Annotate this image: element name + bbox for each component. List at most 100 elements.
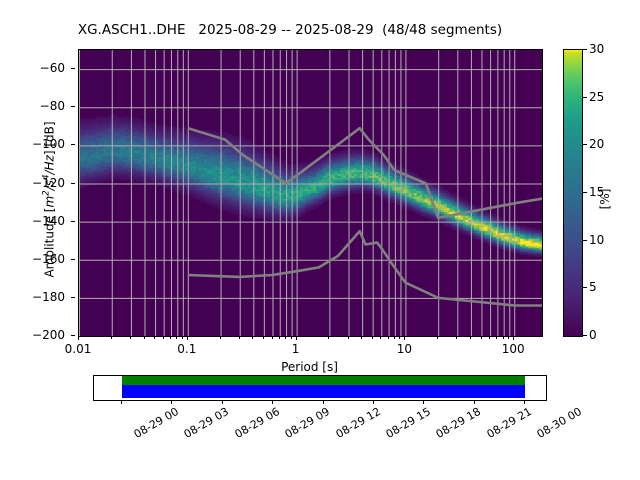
x-tick	[393, 336, 395, 339]
y-tick-label: −60	[39, 61, 65, 76]
y-tick-label: −180	[32, 289, 65, 304]
x-tick	[399, 336, 401, 339]
x-tick-label: 0.1	[177, 342, 197, 356]
coverage-timeline-area	[94, 376, 546, 400]
y-tick	[71, 106, 75, 108]
page-title: XG.ASCH1..DHE 2025-08-29 -- 2025-08-29 (…	[77, 22, 503, 38]
x-tick	[285, 336, 287, 339]
x-tick	[480, 336, 482, 339]
x-tick	[78, 336, 79, 340]
x-tick	[170, 336, 171, 339]
colorbar-tick	[583, 144, 587, 146]
colorbar-label: [%]	[598, 188, 612, 210]
x-tick	[252, 336, 254, 339]
colorbar-tick-label: 20	[589, 137, 605, 152]
y-tick	[71, 258, 75, 260]
timeline-tick	[121, 400, 122, 404]
x-tick	[489, 336, 491, 339]
timeline-tick-label: 08-29 00	[131, 405, 181, 441]
timeline-tick-label: 08-29 21	[484, 405, 534, 441]
coverage-timeline-axes[interactable]	[93, 375, 547, 401]
x-tick	[186, 336, 188, 340]
x-tick	[496, 336, 498, 339]
x-axis-label: Period [s]	[281, 360, 338, 374]
x-tick	[181, 336, 183, 339]
x-tick	[290, 336, 292, 339]
x-tick	[437, 336, 439, 339]
x-tick-label: 10	[396, 342, 413, 356]
x-tick	[129, 336, 131, 339]
x-tick-label: 100	[501, 342, 525, 356]
colorbar-tick-label: 5	[589, 280, 597, 295]
y-tick-label: −160	[32, 251, 65, 266]
ppsd-plot-area	[79, 50, 542, 336]
y-tick-label: −140	[32, 213, 65, 228]
y-tick-label: −80	[39, 99, 65, 114]
x-tick	[404, 336, 406, 340]
y-tick	[71, 144, 75, 146]
x-tick	[110, 336, 112, 339]
colorbar-tick-label: 10	[589, 232, 605, 247]
x-tick	[380, 336, 382, 339]
timeline-tick	[524, 400, 525, 404]
timeline-tick	[372, 400, 374, 404]
timeline-tick-label: 08-29 12	[333, 405, 383, 441]
timeline-tick	[322, 400, 324, 404]
x-tick	[238, 336, 240, 339]
x-tick	[176, 336, 178, 339]
colorbar-tick-label: 15	[589, 185, 605, 199]
x-tick-label: 0.01	[64, 342, 92, 356]
noise-model-curves	[187, 126, 542, 307]
timeline-tick-label: 08-30 00	[534, 405, 584, 441]
timeline-tick-label: 08-29 18	[433, 405, 484, 441]
colorbar-tick	[583, 239, 587, 241]
y-tick-label: −100	[32, 137, 65, 152]
x-tick-label: 1	[291, 342, 300, 356]
y-tick	[71, 68, 75, 70]
timeline-tick	[272, 400, 274, 404]
timeline-tick-label: 08-29 09	[282, 405, 333, 441]
colorbar-tick	[583, 335, 587, 336]
colorbar-tick-label: 25	[589, 89, 605, 104]
x-tick	[469, 336, 471, 339]
x-tick	[387, 336, 389, 339]
x-tick	[508, 336, 510, 339]
y-tick-label: −200	[32, 328, 65, 342]
timeline-tick-label: 08-29 06	[232, 405, 282, 441]
timeline-tick-label: 08-29 03	[182, 405, 232, 441]
y-tick	[71, 335, 75, 336]
x-tick	[295, 336, 297, 340]
timeline-tick	[473, 400, 475, 404]
x-tick	[143, 336, 145, 339]
colorbar	[563, 49, 583, 337]
x-tick	[502, 336, 504, 339]
x-tick	[162, 336, 164, 339]
x-tick	[371, 336, 373, 339]
y-tick-label: −120	[32, 175, 65, 190]
colorbar-tick	[583, 287, 587, 289]
timeline-tick	[423, 400, 425, 404]
x-tick	[278, 336, 280, 339]
grid-overlay	[79, 50, 542, 336]
timeline-tick	[171, 400, 173, 404]
x-tick	[347, 336, 349, 339]
coverage-bar-data	[122, 376, 525, 385]
x-tick	[219, 336, 221, 339]
ppsd-axes	[78, 49, 543, 337]
timeline-tick-label: 08-29 15	[383, 405, 433, 441]
ppsd-density-image	[79, 114, 542, 257]
colorbar-tick-label: 0	[589, 328, 597, 342]
colorbar-tick	[583, 49, 587, 50]
x-tick	[328, 336, 330, 339]
colorbar-tick	[583, 192, 587, 193]
x-tick	[361, 336, 363, 339]
y-tick	[71, 296, 75, 298]
x-tick	[154, 336, 156, 339]
y-tick	[71, 182, 75, 184]
y-tick	[71, 220, 75, 222]
colorbar-tick-label: 30	[589, 42, 605, 56]
x-tick	[513, 336, 515, 340]
x-tick	[271, 336, 273, 339]
colorbar-tick	[583, 96, 587, 98]
